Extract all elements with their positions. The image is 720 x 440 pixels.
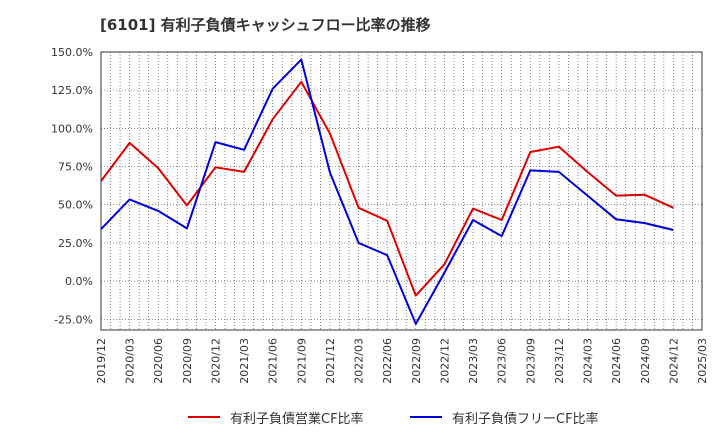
x-tick-label: 2025/03 — [696, 338, 709, 384]
plot-border — [100, 51, 703, 331]
x-axis-labels: 2019/12 2020/03 2020/06 2020/09 2020/12 2021/… — [95, 338, 709, 384]
legend-swatch-free-cf — [410, 416, 442, 418]
y-tick-label: 100.0% — [51, 122, 93, 135]
x-tick-label: 2024/09 — [639, 338, 652, 384]
x-tick-label: 2021/09 — [295, 338, 308, 384]
x-tick-label: 2019/12 — [95, 338, 108, 384]
x-tick-label: 2024/03 — [582, 338, 595, 384]
grid-lines — [101, 51, 702, 330]
plot-frame — [100, 51, 703, 331]
y-tick-label: 150.0% — [51, 46, 93, 59]
legend-item-free-cf: 有利子負債フリーCF比率 — [410, 406, 599, 428]
x-tick-label: 2023/12 — [553, 338, 566, 384]
x-tick-label: 2020/03 — [124, 338, 137, 384]
x-tick-label: 2022/12 — [438, 338, 451, 384]
x-tick-label: 2020/12 — [209, 338, 222, 384]
x-tick-label: 2023/06 — [496, 338, 509, 384]
legend-item-operating-cf: 有利子負債営業CF比率 — [188, 406, 364, 428]
x-tick-label: 2020/06 — [152, 338, 165, 384]
x-tick-label: 2020/09 — [181, 338, 194, 384]
series-line-free-cf — [100, 58, 674, 325]
legend-label-operating-cf: 有利子負債営業CF比率 — [230, 411, 364, 427]
y-tick-label: -25.0% — [54, 313, 93, 326]
legend: 有利子負債営業CF比率 有利子負債フリーCF比率 — [0, 406, 720, 428]
series-lines — [100, 58, 674, 325]
x-tick-label: 2022/03 — [353, 338, 366, 384]
chart-title: [6101] 有利子負債キャッシュフロー比率の推移 — [100, 16, 431, 34]
legend-swatch-operating-cf — [188, 416, 220, 418]
series-line-operating-cf — [100, 80, 674, 297]
x-tick-label: 2021/12 — [324, 338, 337, 384]
y-tick-label: 75.0% — [58, 161, 93, 174]
x-tick-label: 2022/06 — [381, 338, 394, 384]
y-axis-labels: 150.0% 125.0% 100.0% 75.0% 50.0% 25.0% 0.0% -25… — [51, 46, 93, 326]
x-tick-label: 2021/03 — [238, 338, 251, 384]
x-tick-label: 2023/03 — [467, 338, 480, 384]
legend-label-free-cf: 有利子負債フリーCF比率 — [452, 411, 599, 427]
x-tick-label: 2021/06 — [267, 338, 280, 384]
x-tick-label: 2024/12 — [667, 338, 680, 384]
x-tick-label: 2023/09 — [524, 338, 537, 384]
x-tick-label: 2024/06 — [610, 338, 623, 384]
y-tick-label: 25.0% — [58, 237, 93, 250]
y-tick-label: 50.0% — [58, 199, 93, 212]
y-tick-label: 0.0% — [65, 275, 93, 288]
x-tick-label: 2022/09 — [410, 338, 423, 384]
y-tick-label: 125.0% — [51, 84, 93, 97]
